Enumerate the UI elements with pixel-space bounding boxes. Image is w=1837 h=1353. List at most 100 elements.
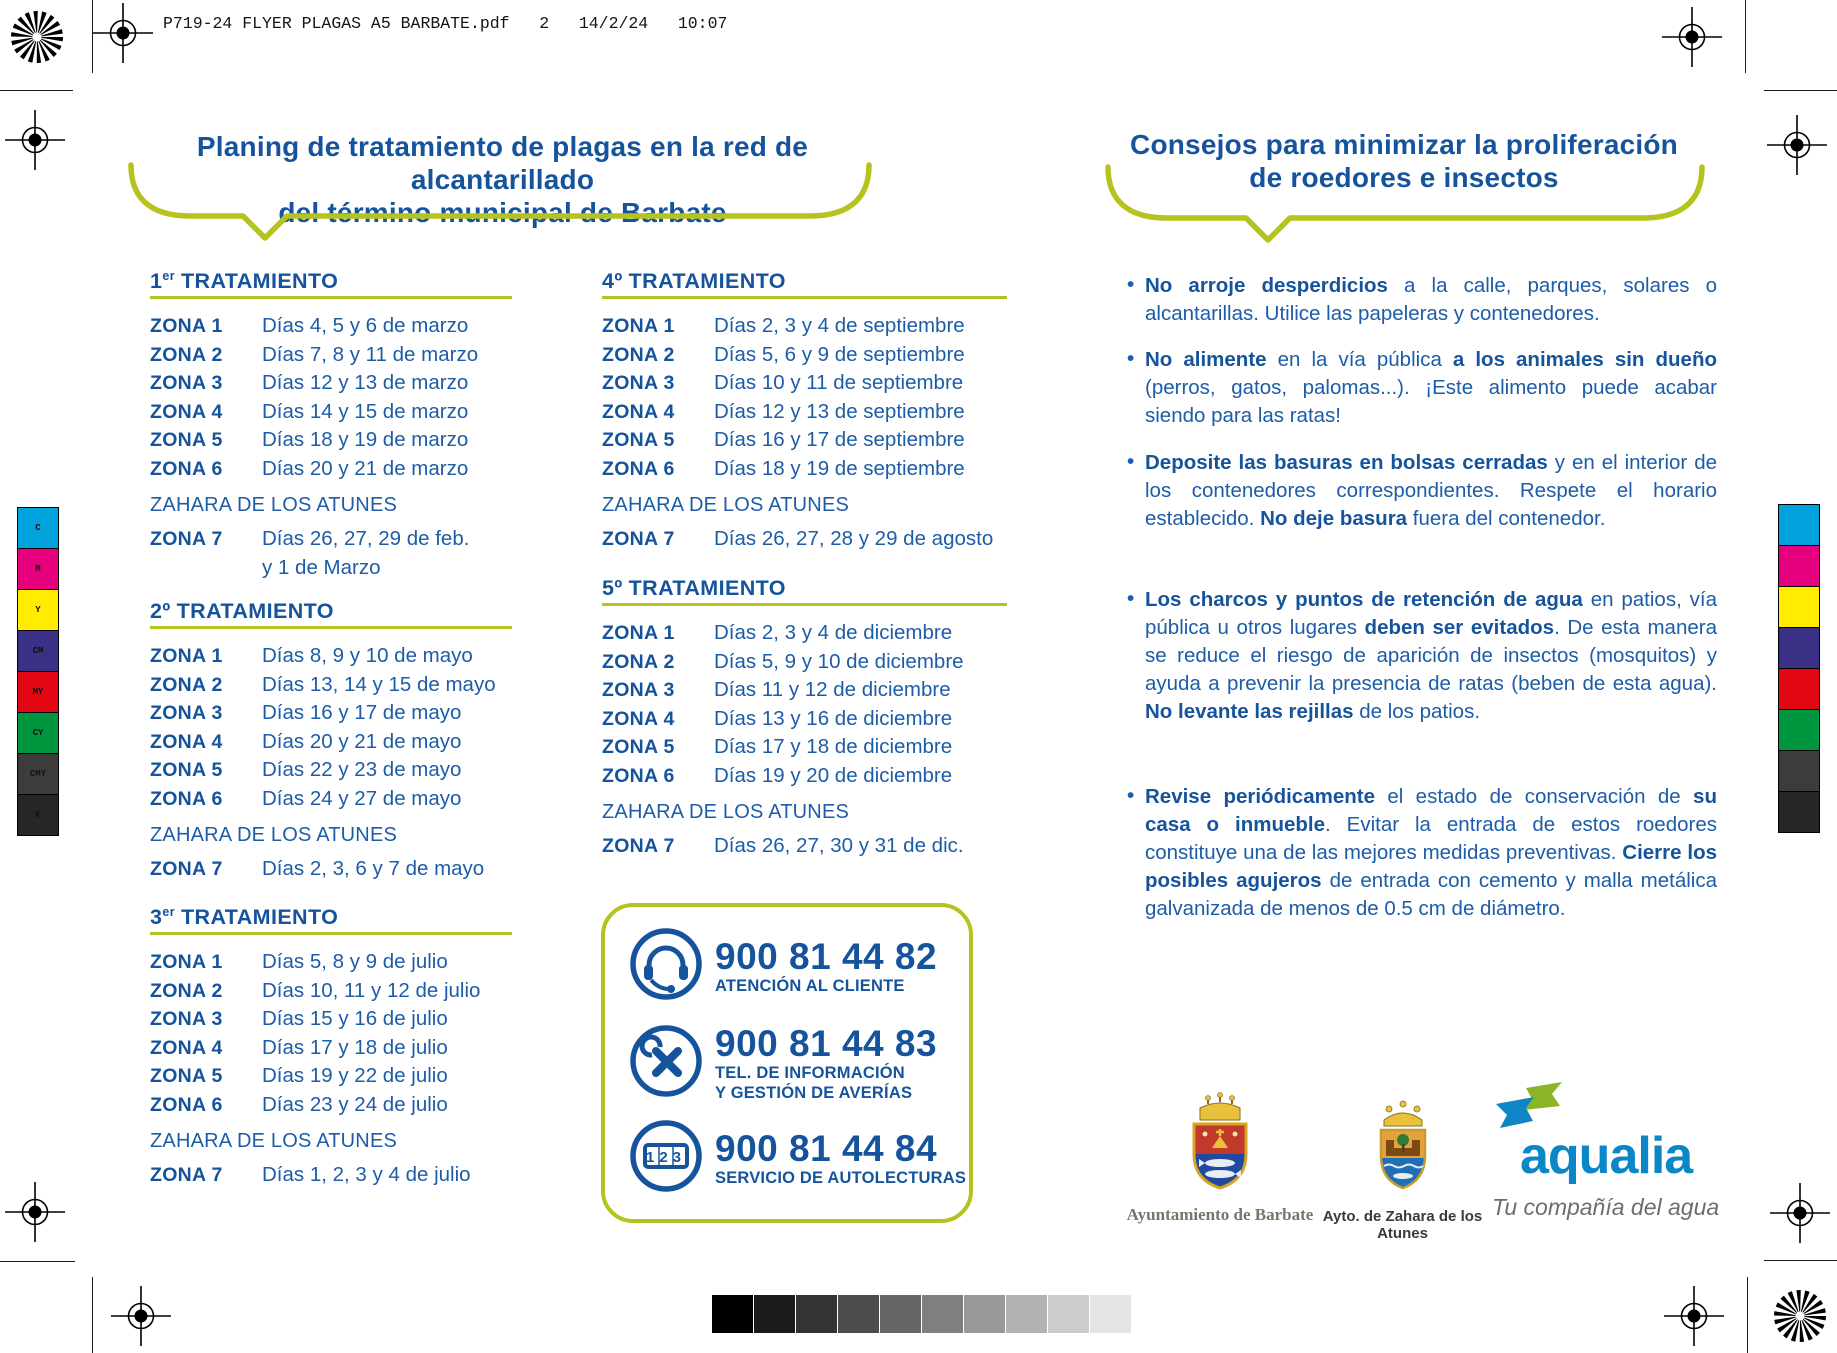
zone-row: ZONA 6 Días 19 y 20 de diciembre (602, 763, 953, 787)
gray-swatch (964, 1295, 1005, 1333)
treatment-heading: 1er TRATAMIENTO (150, 269, 339, 294)
crosshair-registration-icon (5, 110, 65, 170)
tools-icon (629, 1024, 703, 1103)
color-swatch: Y (17, 589, 59, 631)
crosshair-registration-icon (111, 1286, 171, 1346)
crop-mark (92, 0, 93, 73)
zahara-label: ZAHARA DE LOS ATUNES (602, 494, 850, 517)
meter-icon: 123 (629, 1119, 703, 1198)
bullet-dot: • (1127, 347, 1135, 370)
phone-caption: Y GESTIÓN DE AVERÍAS (715, 1083, 913, 1102)
color-swatch (1778, 627, 1820, 669)
phone-entry: 900 81 44 83 TEL. DE INFORMACIÓN Y GESTI… (629, 1024, 969, 1103)
zone-row: ZONA 7 Días 26, 27, 30 y 31 de dic. (602, 834, 964, 858)
headset-icon (629, 927, 703, 1006)
swatch-label: K (35, 810, 41, 820)
heading-underline (150, 626, 512, 630)
crop-mark (1745, 0, 1746, 73)
color-swatch (1778, 709, 1820, 751)
zahara-label: ZAHARA DE LOS ATUNES (150, 1130, 398, 1153)
zone-row: ZONA 3 Días 11 y 12 de diciembre (602, 678, 951, 702)
zone-row: ZONA 6 Días 18 y 19 de septiembre (602, 456, 965, 480)
zone-row: ZONA 2 Días 5, 9 y 10 de diciembre (602, 649, 964, 673)
heading-underline (602, 603, 1007, 607)
treatment-heading: 3er TRATAMIENTO (150, 905, 339, 930)
zone-row: ZONA 6 Días 20 y 21 de marzo (150, 456, 469, 480)
zone-row: ZONA 4 Días 12 y 13 de septiembre (602, 399, 965, 423)
crop-mark (1747, 1277, 1748, 1353)
heading-underline (602, 296, 1007, 300)
brace-underline-decoration (1105, 164, 1705, 249)
color-swatch (1778, 791, 1820, 833)
color-swatch (1778, 668, 1820, 710)
bullet-dot: • (1127, 784, 1135, 807)
zone-row: ZONA 7 Días 26, 27, 29 de feb. y 1 de Marz… (150, 527, 470, 579)
phone-caption: TEL. DE INFORMACIÓN (715, 1064, 905, 1082)
phone-caption: SERVICIO DE AUTOLECTURAS (715, 1168, 967, 1187)
crop-mark (92, 1277, 93, 1353)
color-control-bar-left: C M Y CM MY CY CMY K (17, 507, 59, 836)
zone-row: ZONA 4 Días 13 y 16 de diciembre (602, 706, 953, 730)
zone-row: ZONA 4 Días 17 y 18 de julio (150, 1035, 448, 1059)
zone-row: ZONA 5 Días 22 y 23 de mayo (150, 758, 462, 782)
color-swatch (1778, 586, 1820, 628)
gray-swatch (838, 1295, 879, 1333)
zone-row: ZONA 1 Días 5, 8 y 9 de julio (150, 950, 448, 974)
swatch-label: M (35, 564, 41, 574)
phone-number: 900 81 44 82 (715, 935, 938, 977)
crosshair-registration-icon (1664, 1286, 1724, 1346)
phone-number: 900 81 44 83 (715, 1023, 938, 1064)
svg-text:123: 123 (646, 1149, 686, 1166)
zone-row: ZONA 1 Días 2, 3 y 4 de diciembre (602, 621, 953, 645)
color-swatch (1778, 750, 1820, 792)
grayscale-control-strip (712, 1295, 1131, 1333)
zone-row: ZONA 6 Días 23 y 24 de julio (150, 1092, 448, 1116)
bullet-dot: • (1127, 450, 1135, 473)
title-line: Planing de tratamiento de plagas en la r… (196, 131, 809, 195)
zone-row: ZONA 3 Días 10 y 11 de septiembre (602, 371, 964, 395)
swatch-label: CM (32, 646, 44, 656)
zone-row: ZONA 2 Días 13, 14 y 15 de mayo (150, 672, 496, 696)
aqualia-wordmark: aqualia (1520, 1127, 1693, 1185)
zone-row: ZONA 3 Días 15 y 16 de julio (150, 1007, 448, 1031)
pinwheel-registration-icon (11, 11, 63, 63)
zone-row: ZONA 7 Días 2, 3, 6 y 7 de mayo (150, 857, 485, 881)
color-swatch: K (17, 794, 59, 836)
color-swatch: CY (17, 712, 59, 754)
bullet-item: • Los charcos y puntos de retención de a… (1127, 587, 1717, 723)
bullet-item: • No alimente en la vía pública a los an… (1127, 347, 1717, 427)
page-title-left: Planing de tratamiento de plagas en la r… (130, 130, 875, 229)
treatment-section-3: 3er TRATAMIENTO ZONA 1 Días 5, 8 y 9 de ju… (150, 899, 512, 1190)
title-line: Consejos para minimizar la proliferación (1130, 129, 1678, 160)
swatch-label: Y (35, 605, 41, 615)
zahara-label: ZAHARA DE LOS ATUNES (150, 494, 398, 517)
crosshair-registration-icon (93, 3, 153, 63)
zone-row: ZONA 7 Días 1, 2, 3 y 4 de julio (150, 1163, 471, 1187)
zahara-coat-of-arms (1372, 1092, 1434, 1197)
treatment-section-1: 1er TRATAMIENTO ZONA 1 Días 4, 5 y 6 de ma… (150, 263, 512, 582)
zone-row: ZONA 1 Días 8, 9 y 10 de mayo (150, 644, 473, 668)
title-line: de roedores e insectos (1249, 162, 1559, 193)
color-swatch: MY (17, 671, 59, 713)
swatch-label: MY (32, 687, 44, 697)
treatment-section-2: 2º TRATAMIENTO ZONA 1 Días 8, 9 y 10 de ma… (150, 593, 512, 884)
crop-mark (1764, 90, 1837, 91)
phone-entry: 123 900 81 44 84 SERVICIO DE AUTOLECTURA… (629, 1119, 969, 1198)
zone-row: ZONA 3 Días 16 y 17 de mayo (150, 701, 462, 725)
gray-swatch (796, 1295, 837, 1333)
gray-swatch (922, 1295, 963, 1333)
zone-row: ZONA 5 Días 16 y 17 de septiembre (602, 428, 965, 452)
treatment-heading: 2º TRATAMIENTO (150, 599, 334, 624)
zone-row: ZONA 1 Días 4, 5 y 6 de marzo (150, 314, 469, 338)
aqualia-tagline: Tu compañía del agua (1492, 1194, 1720, 1220)
swatch-label: CMY (29, 769, 47, 779)
pdf-filename-header: P719-24 FLYER PLAGAS A5 BARBATE.pdf 2 14… (163, 14, 728, 33)
pinwheel-registration-icon (1774, 1290, 1826, 1342)
zone-row: ZONA 3 Días 12 y 13 de marzo (150, 371, 469, 395)
zone-row: ZONA 5 Días 17 y 18 de diciembre (602, 735, 953, 759)
gray-swatch (712, 1295, 753, 1333)
phone-caption: ATENCIÓN AL CLIENTE (715, 976, 905, 995)
color-swatch: C (17, 507, 59, 549)
color-swatch: CMY (17, 753, 59, 795)
treatment-section-5: 5º TRATAMIENTO ZONA 1 Días 2, 3 y 4 de dic… (602, 570, 1007, 861)
